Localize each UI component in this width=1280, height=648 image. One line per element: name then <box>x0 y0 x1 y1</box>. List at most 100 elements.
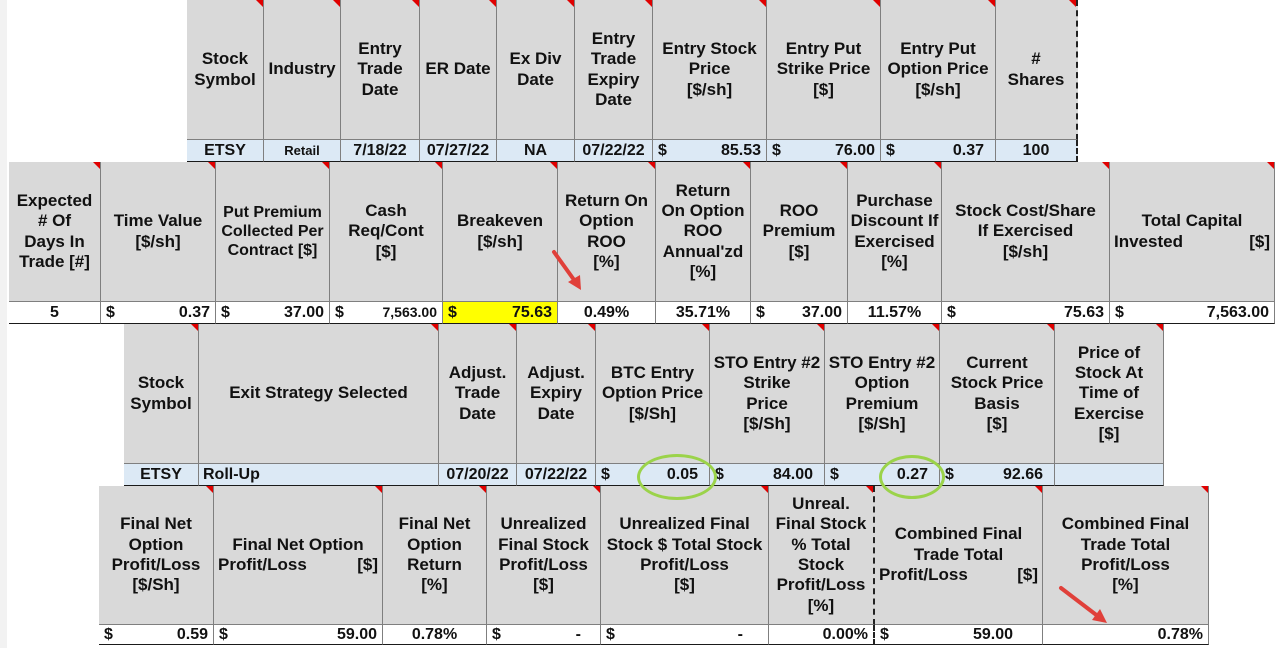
header-cash-req[interactable]: Cash Req/Cont [$] <box>330 162 443 302</box>
header-shares[interactable]: # Shares <box>996 0 1078 140</box>
cell-stock-symbol[interactable]: ETSY <box>187 140 264 162</box>
cell-unrealized-final-stock-pl[interactable]: $ - <box>487 625 601 645</box>
exit-strategy-header-row: Stock Symbol Exit Strategy Selected Adju… <box>124 324 1164 464</box>
cell-purchase-discount[interactable]: 11.57% <box>848 302 942 324</box>
cell-final-net-option-pl[interactable]: $59.00 <box>214 625 383 645</box>
value: 75.63 <box>1063 303 1104 321</box>
header-entry-put-strike-price[interactable]: Entry Put Strike Price [$] <box>767 0 881 140</box>
cell-total-capital-invested[interactable]: $7,563.00 <box>1110 302 1275 324</box>
final-results-table: Final Net Option Profit/Loss [$/Sh] Fina… <box>99 486 1209 648</box>
cell-industry[interactable]: Retail <box>264 140 341 162</box>
header-entry-stock-price[interactable]: Entry Stock Price [$/sh] <box>653 0 767 140</box>
cell-entry-put-option-price[interactable]: $0.37 <box>881 140 996 162</box>
header-current-stock-price-basis[interactable]: Current Stock Price Basis [$] <box>940 324 1055 464</box>
header-label-left: Profit/Loss <box>218 555 307 574</box>
currency-symbol: $ <box>335 303 344 321</box>
cell-cash-req[interactable]: $7,563.00 <box>330 302 443 324</box>
cell-combined-final-trade-total-pl[interactable]: $59.00 <box>875 625 1043 645</box>
cell-sto-entry-2-strike[interactable]: $84.00 <box>710 464 825 486</box>
header-return-on-option[interactable]: Return On Option ROO [%] <box>558 162 656 302</box>
currency-symbol: $ <box>830 465 839 483</box>
header-adjust-expiry-date[interactable]: Adjust. Expiry Date <box>517 324 596 464</box>
cell-shares[interactable]: 100 <box>996 140 1078 162</box>
header-stock-symbol-2[interactable]: Stock Symbol <box>124 324 199 464</box>
header-ex-div-date[interactable]: Ex Div Date <box>497 0 575 140</box>
header-unrealized-final-stock-total[interactable]: Unrealized Final Stock $ Total Stock Pro… <box>601 486 769 625</box>
cell-adjust-trade-date[interactable]: 07/20/22 <box>439 464 517 486</box>
value: 7,563.00 <box>1206 303 1269 321</box>
cell-expected-days[interactable]: 5 <box>9 302 101 324</box>
cell-entry-trade-date[interactable]: 7/18/22 <box>341 140 420 162</box>
trade-metrics-header-row: Expected # Of Days In Trade [#] Time Val… <box>9 162 1275 302</box>
cell-roo-annualized[interactable]: 35.71% <box>656 302 751 324</box>
currency-symbol: $ <box>658 141 667 159</box>
header-stock-cost-per-share[interactable]: Stock Cost/Share If Exercised [$/sh] <box>942 162 1110 302</box>
cell-ex-div-date[interactable]: NA <box>497 140 575 162</box>
header-combined-final-trade-total-pct[interactable]: Combined Final Trade Total Profit/Loss [… <box>1043 486 1209 625</box>
header-final-net-option-return[interactable]: Final Net Option Return [%] <box>383 486 487 625</box>
header-roo-annualized[interactable]: Return On Option ROO Annual'zd [%] <box>656 162 751 302</box>
header-btc-entry-option-price[interactable]: BTC Entry Option Price [$/Sh] <box>596 324 710 464</box>
header-entry-trade-expiry-date[interactable]: Entry Trade Expiry Date <box>575 0 653 140</box>
left-edge-strip <box>0 0 7 648</box>
cell-exit-strategy[interactable]: Roll-Up <box>199 464 439 486</box>
cell-time-value[interactable]: $0.37 <box>101 302 216 324</box>
header-er-date[interactable]: ER Date <box>420 0 497 140</box>
header-sto-entry-2-premium[interactable]: STO Entry #2 Option Premium [$/Sh] <box>825 324 940 464</box>
cell-stock-cost-per-share[interactable]: $75.63 <box>942 302 1110 324</box>
currency-symbol: $ <box>756 303 765 321</box>
value: 0.37 <box>952 141 984 159</box>
header-sto-entry-2-strike[interactable]: STO Entry #2 Strike Price [$/Sh] <box>710 324 825 464</box>
value: 0.59 <box>176 625 208 643</box>
cell-entry-trade-expiry-date[interactable]: 07/22/22 <box>575 140 653 162</box>
cell-entry-put-strike-price[interactable]: $76.00 <box>767 140 881 162</box>
cell-combined-final-trade-total-pct[interactable]: 0.78% <box>1043 625 1209 645</box>
value: 76.00 <box>834 141 875 159</box>
header-stock-symbol[interactable]: Stock Symbol <box>187 0 264 140</box>
cell-put-premium-collected[interactable]: $37.00 <box>216 302 330 324</box>
header-put-premium-collected[interactable]: Put Premium Collected Per Contract [$] <box>216 162 330 302</box>
header-expected-days[interactable]: Expected # Of Days In Trade [#] <box>9 162 101 302</box>
header-roo-premium[interactable]: ROO Premium [$] <box>751 162 848 302</box>
cell-final-net-option-pl-per-share[interactable]: $0.59 <box>99 625 214 645</box>
final-results-header-row: Final Net Option Profit/Loss [$/Sh] Fina… <box>99 486 1209 625</box>
cell-roo-premium[interactable]: $37.00 <box>751 302 848 324</box>
value: 7,563.00 <box>382 304 438 321</box>
entry-details-data-row: ETSY Retail 7/18/22 07/27/22 NA 07/22/22… <box>187 140 1078 162</box>
cell-entry-stock-price[interactable]: $85.53 <box>653 140 767 162</box>
cell-stock-symbol-2[interactable]: ETSY <box>124 464 199 486</box>
header-exit-strategy[interactable]: Exit Strategy Selected <box>199 324 439 464</box>
cell-final-net-option-return[interactable]: 0.78% <box>383 625 487 645</box>
header-unreal-final-stock-pct[interactable]: Unreal. Final Stock % Total Stock Profit… <box>769 486 875 625</box>
header-industry[interactable]: Industry <box>264 0 341 140</box>
header-entry-put-option-price[interactable]: Entry Put Option Price [$/sh] <box>881 0 996 140</box>
header-combined-final-trade-total-pl[interactable]: Combined Final Trade Total Profit/Loss [$… <box>875 486 1043 625</box>
header-label: Final Net Option <box>232 534 364 554</box>
header-purchase-discount[interactable]: Purchase Discount If Exercised [%] <box>848 162 942 302</box>
currency-symbol: $ <box>945 465 954 483</box>
header-time-value[interactable]: Time Value [$/sh] <box>101 162 216 302</box>
cell-return-on-option[interactable]: 0.49% <box>558 302 656 324</box>
header-unrealized-final-stock-pl[interactable]: Unrealized Final Stock Profit/Loss [$] <box>487 486 601 625</box>
cell-breakeven[interactable]: $75.63 <box>443 302 558 324</box>
value: 84.00 <box>772 465 813 483</box>
cell-price-at-exercise[interactable] <box>1055 464 1164 486</box>
header-final-net-option-pl-per-share[interactable]: Final Net Option Profit/Loss [$/Sh] <box>99 486 214 625</box>
cell-unrealized-final-stock-total[interactable]: $ - <box>601 625 769 645</box>
header-price-at-exercise[interactable]: Price of Stock At Time of Exercise [$] <box>1055 324 1164 464</box>
header-label: Combined Final Trade Total <box>894 524 1023 564</box>
header-total-capital-invested[interactable]: Total Capital Invested [$] <box>1110 162 1275 302</box>
cell-unreal-final-stock-pct[interactable]: 0.00% <box>769 625 875 645</box>
cell-er-date[interactable]: 07/27/22 <box>420 140 497 162</box>
trade-metrics-table: Expected # Of Days In Trade [#] Time Val… <box>9 162 1275 324</box>
cell-adjust-expiry-date[interactable]: 07/22/22 <box>517 464 596 486</box>
currency-symbol: $ <box>880 625 889 643</box>
cell-btc-entry-option-price[interactable]: $0.05 <box>596 464 710 486</box>
header-adjust-trade-date[interactable]: Adjust. Trade Date <box>439 324 517 464</box>
header-final-net-option-pl[interactable]: Final Net Option Profit/Loss [$] <box>214 486 383 625</box>
header-entry-trade-date[interactable]: Entry Trade Date <box>341 0 420 140</box>
header-breakeven[interactable]: Breakeven [$/sh] <box>443 162 558 302</box>
cell-current-stock-price-basis[interactable]: $92.66 <box>940 464 1055 486</box>
currency-symbol: $ <box>1115 303 1124 321</box>
cell-sto-entry-2-premium[interactable]: $0.27 <box>825 464 940 486</box>
